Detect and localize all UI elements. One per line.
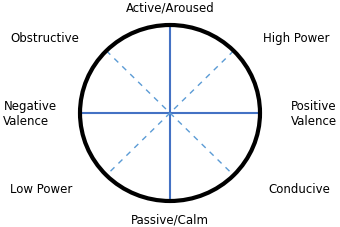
Text: Obstructive: Obstructive <box>10 32 79 45</box>
Text: Low Power: Low Power <box>10 182 72 195</box>
Text: Positive
Valence: Positive Valence <box>290 100 337 127</box>
Text: Active/Aroused: Active/Aroused <box>125 1 215 14</box>
Text: Negative
Valence: Negative Valence <box>3 100 56 127</box>
Text: Passive/Calm: Passive/Calm <box>131 213 209 226</box>
Text: Conducive: Conducive <box>268 182 330 195</box>
Text: High Power: High Power <box>263 32 330 45</box>
